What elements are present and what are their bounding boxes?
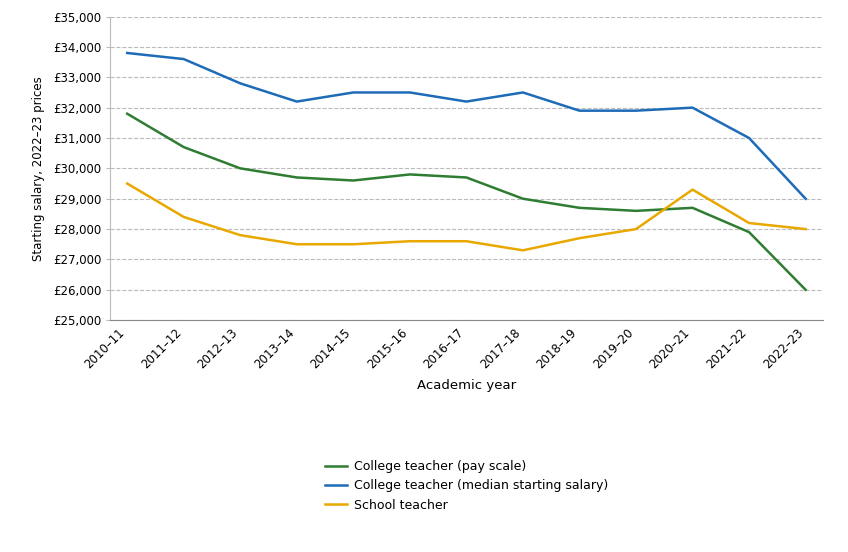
School teacher: [518, 247, 528, 253]
College teacher (median starting salary): [801, 195, 811, 202]
School teacher: [235, 232, 245, 238]
Line: School teacher: School teacher: [127, 183, 806, 250]
College teacher (median starting salary): [631, 107, 641, 114]
School teacher: [404, 238, 415, 245]
Line: College teacher (pay scale): College teacher (pay scale): [127, 114, 806, 290]
School teacher: [349, 241, 359, 247]
College teacher (median starting salary): [235, 80, 245, 87]
School teacher: [179, 214, 189, 220]
School teacher: [122, 180, 132, 187]
College teacher (median starting salary): [461, 98, 471, 105]
Y-axis label: Starting salary, 2022–23 prices: Starting salary, 2022–23 prices: [31, 76, 44, 261]
College teacher (median starting salary): [574, 107, 584, 114]
College teacher (pay scale): [235, 165, 245, 172]
College teacher (pay scale): [574, 204, 584, 211]
School teacher: [801, 226, 811, 232]
College teacher (pay scale): [688, 204, 698, 211]
College teacher (pay scale): [518, 195, 528, 202]
College teacher (median starting salary): [179, 56, 189, 62]
Legend: College teacher (pay scale), College teacher (median starting salary), School te: College teacher (pay scale), College tea…: [319, 454, 614, 518]
School teacher: [574, 235, 584, 241]
College teacher (pay scale): [349, 177, 359, 184]
College teacher (pay scale): [404, 171, 415, 178]
College teacher (median starting salary): [688, 104, 698, 111]
College teacher (median starting salary): [292, 98, 302, 105]
College teacher (pay scale): [461, 174, 471, 181]
College teacher (pay scale): [744, 229, 754, 235]
College teacher (pay scale): [292, 174, 302, 181]
College teacher (median starting salary): [518, 89, 528, 95]
College teacher (pay scale): [179, 144, 189, 150]
College teacher (pay scale): [122, 110, 132, 117]
School teacher: [292, 241, 302, 247]
College teacher (pay scale): [631, 208, 641, 214]
School teacher: [744, 220, 754, 226]
College teacher (pay scale): [801, 286, 811, 293]
School teacher: [631, 226, 641, 232]
College teacher (median starting salary): [744, 135, 754, 141]
School teacher: [461, 238, 471, 245]
School teacher: [688, 186, 698, 193]
College teacher (median starting salary): [404, 89, 415, 95]
College teacher (median starting salary): [122, 50, 132, 56]
College teacher (median starting salary): [349, 89, 359, 95]
Line: College teacher (median starting salary): College teacher (median starting salary): [127, 53, 806, 199]
X-axis label: Academic year: Academic year: [417, 379, 516, 392]
